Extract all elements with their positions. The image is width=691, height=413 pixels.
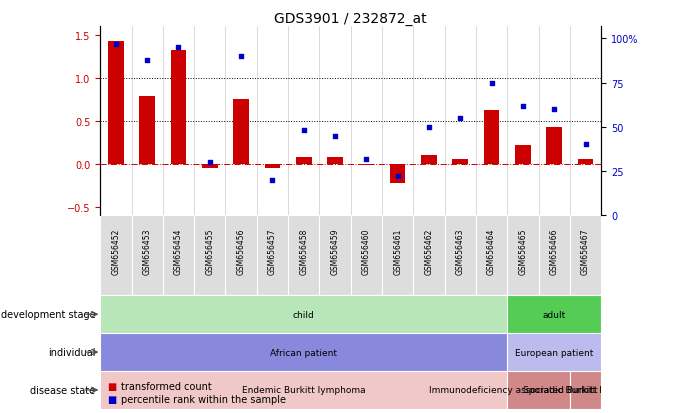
Text: GSM656462: GSM656462 bbox=[424, 228, 433, 274]
Point bbox=[236, 54, 247, 60]
Point bbox=[173, 45, 184, 51]
Text: GSM656464: GSM656464 bbox=[487, 228, 496, 274]
Bar bbox=[390, 164, 406, 183]
Point bbox=[549, 107, 560, 113]
Bar bbox=[163, 216, 194, 296]
Bar bbox=[359, 164, 374, 166]
Point bbox=[424, 124, 435, 131]
Text: GSM656461: GSM656461 bbox=[393, 228, 402, 274]
Bar bbox=[382, 216, 413, 296]
Text: GSM656454: GSM656454 bbox=[174, 228, 183, 274]
Bar bbox=[507, 371, 570, 409]
Text: European patient: European patient bbox=[515, 348, 594, 357]
Text: transformed count: transformed count bbox=[121, 381, 211, 391]
Text: child: child bbox=[293, 310, 314, 319]
Text: GSM656452: GSM656452 bbox=[111, 228, 120, 274]
Bar bbox=[140, 97, 155, 164]
Bar bbox=[413, 216, 444, 296]
Bar bbox=[578, 160, 594, 164]
Point bbox=[205, 159, 216, 166]
Point bbox=[392, 173, 403, 180]
Point bbox=[111, 41, 122, 48]
Bar bbox=[319, 216, 350, 296]
Text: individual: individual bbox=[48, 347, 95, 357]
Text: GSM656453: GSM656453 bbox=[142, 228, 151, 274]
Text: GSM656463: GSM656463 bbox=[456, 228, 465, 274]
Text: Endemic Burkitt lymphoma: Endemic Burkitt lymphoma bbox=[242, 385, 366, 394]
Point bbox=[142, 57, 153, 64]
Bar bbox=[288, 216, 319, 296]
Text: GSM656467: GSM656467 bbox=[581, 228, 590, 274]
Bar bbox=[453, 160, 468, 164]
Bar bbox=[171, 51, 187, 164]
Text: ■: ■ bbox=[107, 381, 116, 391]
Point bbox=[299, 128, 310, 134]
Bar bbox=[515, 145, 531, 164]
Text: GSM656460: GSM656460 bbox=[362, 228, 371, 274]
Bar bbox=[108, 42, 124, 164]
Point bbox=[267, 177, 278, 184]
Bar bbox=[100, 333, 507, 371]
Text: disease state: disease state bbox=[30, 385, 95, 395]
Bar bbox=[234, 100, 249, 164]
Bar bbox=[570, 371, 601, 409]
Point bbox=[486, 80, 497, 87]
Text: adult: adult bbox=[542, 310, 566, 319]
Bar bbox=[100, 371, 507, 409]
Bar bbox=[296, 157, 312, 164]
Text: GSM656457: GSM656457 bbox=[268, 228, 277, 274]
Text: percentile rank within the sample: percentile rank within the sample bbox=[121, 394, 286, 404]
Bar bbox=[265, 164, 281, 169]
Bar bbox=[225, 216, 257, 296]
Point bbox=[580, 142, 591, 148]
Text: GSM656465: GSM656465 bbox=[518, 228, 527, 274]
Text: Sporadic Burkitt lymphoma: Sporadic Burkitt lymphoma bbox=[524, 385, 647, 394]
Bar bbox=[194, 216, 225, 296]
Bar bbox=[547, 128, 562, 164]
Point bbox=[330, 133, 341, 140]
Text: development stage: development stage bbox=[1, 309, 95, 319]
Text: GSM656466: GSM656466 bbox=[550, 228, 559, 274]
Bar bbox=[507, 216, 538, 296]
Text: ■: ■ bbox=[107, 394, 116, 404]
Point bbox=[518, 103, 529, 109]
Bar bbox=[100, 216, 131, 296]
Point bbox=[455, 115, 466, 122]
Bar bbox=[538, 216, 570, 296]
Bar bbox=[350, 216, 382, 296]
Bar bbox=[100, 296, 507, 333]
Bar bbox=[421, 156, 437, 164]
Bar bbox=[484, 111, 500, 164]
Bar bbox=[444, 216, 476, 296]
Text: GSM656458: GSM656458 bbox=[299, 228, 308, 274]
Bar bbox=[476, 216, 507, 296]
Bar bbox=[570, 216, 601, 296]
Bar bbox=[328, 157, 343, 164]
Text: Immunodeficiency associated Burkitt lymphoma: Immunodeficiency associated Burkitt lymp… bbox=[429, 385, 648, 394]
Bar bbox=[131, 216, 163, 296]
Text: African patient: African patient bbox=[270, 348, 337, 357]
Text: GSM656455: GSM656455 bbox=[205, 228, 214, 274]
Point bbox=[361, 156, 372, 162]
Text: GSM656459: GSM656459 bbox=[330, 228, 339, 274]
Bar bbox=[202, 164, 218, 169]
Title: GDS3901 / 232872_at: GDS3901 / 232872_at bbox=[274, 12, 427, 26]
Bar bbox=[257, 216, 288, 296]
Text: GSM656456: GSM656456 bbox=[236, 228, 245, 274]
Bar bbox=[507, 296, 601, 333]
Bar bbox=[507, 333, 601, 371]
